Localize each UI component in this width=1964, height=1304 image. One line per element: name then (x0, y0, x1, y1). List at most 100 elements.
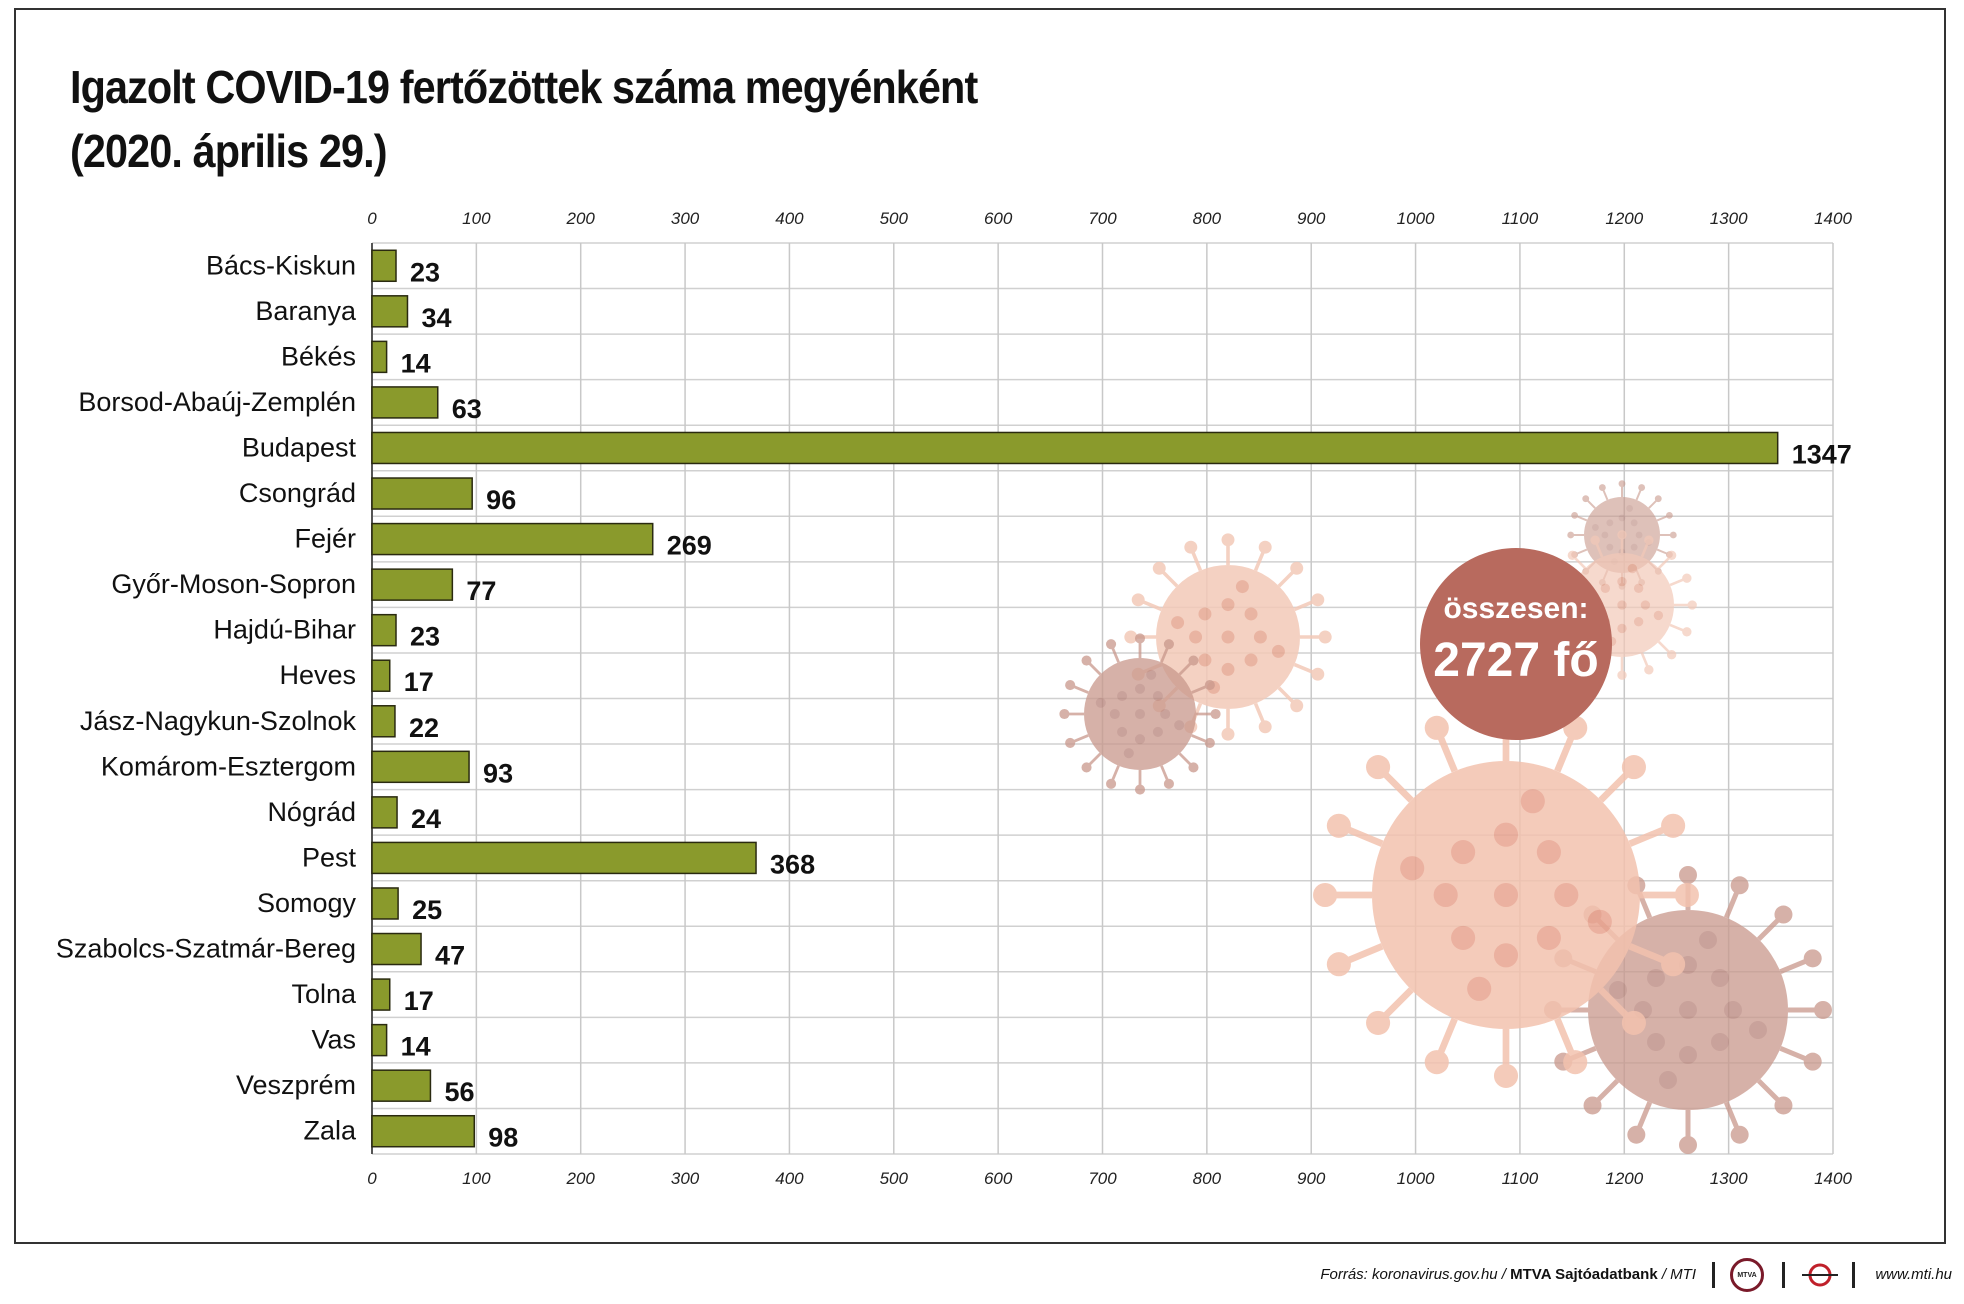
footer-separator (1782, 1262, 1785, 1288)
x-tick-label: 700 (1088, 209, 1117, 228)
category-label: Jász-Nagykun-Szolnok (80, 706, 357, 736)
value-label: 63 (452, 394, 482, 424)
virus-icon (1059, 633, 1221, 795)
category-label: Nógrád (267, 797, 356, 827)
mtva-logo-icon: MTVA (1730, 1258, 1764, 1292)
x-tick-label: 1300 (1710, 209, 1748, 228)
bar (371, 568, 454, 601)
bar (371, 249, 397, 283)
mti-logo-icon (1802, 1263, 1838, 1287)
x-tick-label: 400 (775, 209, 804, 228)
value-label: 368 (770, 849, 815, 879)
bar (371, 613, 397, 647)
x-tick-label: 800 (1193, 1169, 1222, 1188)
bar (371, 796, 398, 829)
x-tick-label: 1000 (1397, 209, 1435, 228)
category-label: Pest (302, 842, 357, 872)
x-tick-label: 1100 (1502, 1169, 1539, 1188)
category-label: Békés (281, 341, 356, 371)
value-label: 17 (404, 986, 434, 1016)
value-label: 23 (410, 257, 440, 287)
value-label: 96 (486, 485, 516, 515)
chart-subtitle: (2020. április 29.) (70, 125, 387, 177)
value-label: 93 (483, 758, 513, 788)
bar (371, 522, 654, 556)
category-label: Bács-Kiskun (206, 250, 356, 280)
x-tick-label: 500 (880, 209, 909, 228)
x-tick-label: 200 (566, 209, 596, 228)
value-label: 269 (667, 531, 712, 561)
value-label: 14 (401, 348, 431, 378)
category-label: Vas (311, 1025, 356, 1055)
bar (371, 1114, 476, 1148)
total-label: összesen: (1443, 592, 1588, 625)
x-tick-label: 100 (462, 209, 491, 228)
category-label: Csongrád (239, 478, 356, 508)
x-tick-label: 0 (367, 1169, 377, 1188)
source-bold: MTVA Sajtóadatbank (1510, 1266, 1658, 1283)
x-tick-label: 600 (984, 209, 1013, 228)
x-tick-label: 300 (671, 1169, 700, 1188)
footer-separator (1712, 1262, 1715, 1288)
value-label: 47 (435, 941, 465, 971)
bar (371, 1023, 388, 1057)
website-url: www.mti.hu (1875, 1266, 1952, 1283)
category-label: Szabolcs-Szatmár-Bereg (56, 934, 356, 964)
grid: 0 0 100 100 200 200 300 300 400 400 500 500 600 600 70… (367, 209, 1852, 1188)
x-tick-label: 700 (1088, 1169, 1117, 1188)
category-label: Komárom-Esztergom (101, 751, 356, 781)
value-label: 25 (412, 895, 442, 925)
value-label: 14 (401, 1032, 431, 1062)
bar (371, 887, 399, 920)
category-label: Zala (303, 1116, 357, 1146)
category-label: Budapest (242, 432, 357, 462)
x-tick-label: 100 (462, 1169, 491, 1188)
bar (371, 841, 757, 875)
category-label: Borsod-Abaúj-Zemplén (78, 387, 356, 417)
category-label: Baranya (255, 296, 357, 326)
x-tick-label: 1100 (1502, 209, 1539, 228)
source-note: Forrás: koronavirus.gov.hu / MTVA Sajtóa… (1320, 1266, 1696, 1283)
value-label: 17 (404, 667, 434, 697)
x-tick-label: 0 (367, 209, 377, 228)
bar (371, 932, 422, 966)
x-tick-label: 1400 (1814, 209, 1852, 228)
x-tick-label: 1300 (1710, 1169, 1748, 1188)
value-label: 34 (421, 303, 451, 333)
x-tick-label: 1000 (1397, 1169, 1435, 1188)
x-tick-label: 1200 (1605, 1169, 1643, 1188)
bar (371, 705, 396, 738)
category-label: Hajdú-Bihar (213, 615, 356, 645)
chart-title: Igazolt COVID-19 fertőzöttek száma megyé… (70, 61, 978, 113)
source-suffix: / MTI (1657, 1266, 1696, 1283)
value-label: 23 (410, 622, 440, 652)
category-label: Veszprém (236, 1070, 356, 1100)
x-tick-label: 500 (880, 1169, 909, 1188)
x-tick-label: 900 (1297, 209, 1326, 228)
footer: Forrás: koronavirus.gov.hu / MTVA Sajtóa… (0, 1258, 1964, 1292)
virus-icon (1313, 702, 1699, 1088)
source-prefix: Forrás: koronavirus.gov.hu / (1320, 1266, 1511, 1283)
category-label: Tolna (291, 979, 357, 1009)
bar (371, 750, 470, 784)
category-label: Heves (279, 660, 356, 690)
total-bubble: összesen: 2727 fő (1420, 548, 1612, 740)
value-label: 77 (466, 576, 496, 606)
bars: Bács-Kiskun 23 Baranya 34 Békés 14 Borsod-Abaú… (56, 249, 1852, 1153)
bar (371, 386, 439, 419)
category-label: Fejér (294, 524, 356, 554)
value-label: 1347 (1792, 439, 1852, 469)
bar (371, 431, 1779, 465)
value-label: 22 (409, 713, 439, 743)
bar (371, 1069, 432, 1102)
x-tick-label: 1400 (1814, 1169, 1852, 1188)
x-tick-label: 200 (566, 1169, 596, 1188)
x-tick-label: 300 (671, 209, 700, 228)
x-tick-label: 900 (1297, 1169, 1326, 1188)
total-value: 2727 fő (1433, 634, 1598, 687)
x-tick-label: 1200 (1605, 209, 1643, 228)
bar (371, 295, 409, 328)
bar (371, 659, 391, 692)
category-label: Győr-Moson-Sopron (111, 569, 356, 599)
